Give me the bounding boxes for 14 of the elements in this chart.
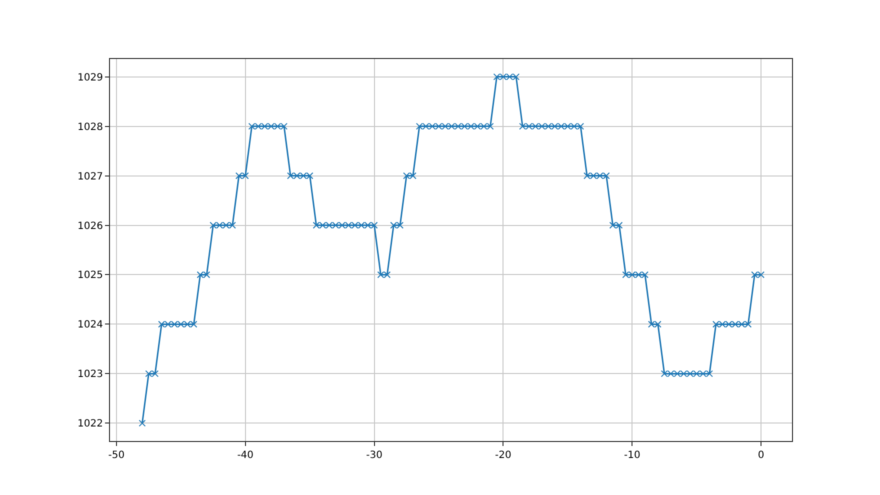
- y-tick-label: 1028: [78, 122, 103, 133]
- x-tick-label: 0: [758, 450, 764, 461]
- y-tick-label: 1025: [78, 270, 103, 282]
- x-tick-label: -10: [624, 450, 640, 461]
- y-tick-label: 1027: [78, 171, 103, 182]
- y-tick-label: 1022: [78, 418, 103, 430]
- x-tick-label: -40: [237, 450, 254, 461]
- x-tick-label: -30: [366, 450, 382, 461]
- y-tick-label: 1023: [78, 369, 103, 380]
- y-tick-label: 1029: [78, 72, 103, 84]
- x-tick-label: -50: [108, 450, 125, 461]
- y-tick-label: 1024: [78, 320, 103, 331]
- x-tick-label: -20: [495, 450, 512, 461]
- y-tick-label: 1026: [78, 220, 103, 232]
